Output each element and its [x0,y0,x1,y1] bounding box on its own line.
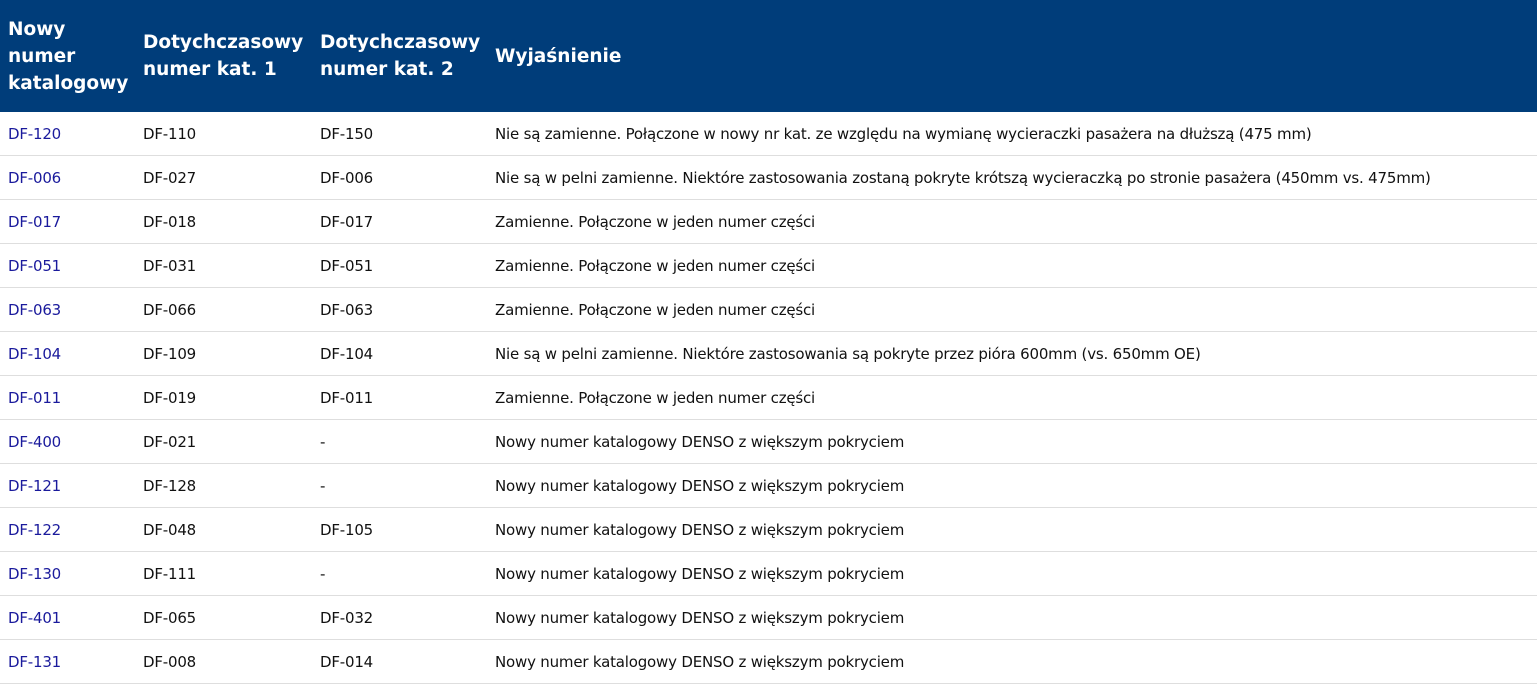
catalog-number-link[interactable]: DF-011 [8,388,62,407]
new-number-cell: DF-130 [0,551,135,596]
old-number-1-cell: DF-008 [135,639,312,684]
explanation-cell: Nowy numer katalogowy DENSO z większym p… [487,419,1537,464]
table-row: DF-120 DF-110 DF-150 Nie są zamienne. Połąc… [0,112,1537,156]
old-number-1-cell: DF-019 [135,375,312,420]
new-number-cell: DF-401 [0,595,135,640]
table-row: DF-006 DF-027 DF-006 Nie są w pelni zamienn… [0,155,1537,200]
catalog-number-link[interactable]: DF-401 [8,608,62,627]
new-number-cell: DF-121 [0,463,135,508]
old-number-2-cell: DF-014 [312,639,487,684]
old-number-1-cell: DF-066 [135,287,312,332]
old-number-1-cell: DF-031 [135,243,312,288]
old-number-1-cell: DF-111 [135,551,312,596]
table-row: DF-011 DF-019 DF-011 Zamienne. Połączone w … [0,375,1537,420]
catalog-number-link[interactable]: DF-063 [8,300,62,319]
new-number-cell: DF-120 [0,112,135,156]
old-number-1-cell: DF-109 [135,331,312,376]
old-number-2-cell: - [312,463,487,508]
table-row: DF-401 DF-065 DF-032 Nowy numer katalogowy … [0,595,1537,640]
catalog-number-link[interactable]: DF-400 [8,432,62,451]
explanation-cell: Nowy numer katalogowy DENSO z większym p… [487,551,1537,596]
table-row: DF-017 DF-018 DF-017 Zamienne. Połączone w … [0,199,1537,244]
old-number-2-cell: DF-105 [312,507,487,552]
old-number-1-cell: DF-065 [135,595,312,640]
old-number-2-cell: DF-017 [312,199,487,244]
new-number-cell: DF-063 [0,287,135,332]
catalog-number-link[interactable]: DF-120 [8,124,62,143]
catalog-number-link[interactable]: DF-051 [8,256,62,275]
old-number-2-cell: - [312,419,487,464]
new-number-cell: DF-122 [0,507,135,552]
catalog-number-link[interactable]: DF-017 [8,212,62,231]
new-number-cell: DF-400 [0,419,135,464]
header-new-number: Nowy numer katalogowy [8,18,129,94]
old-number-2-cell: - [312,551,487,596]
old-number-2-cell: DF-051 [312,243,487,288]
explanation-cell: Nowy numer katalogowy DENSO z większym p… [487,595,1537,640]
catalog-number-link[interactable]: DF-130 [8,564,62,583]
old-number-1-cell: DF-018 [135,199,312,244]
table-row: DF-121 DF-128- Nowy numer katalogowy DENSO… [0,463,1537,508]
old-number-2-cell: DF-011 [312,375,487,420]
new-number-cell: DF-104 [0,331,135,376]
explanation-cell: Zamienne. Połączone w jeden numer części [487,375,1537,420]
new-number-cell: DF-131 [0,639,135,684]
old-number-1-cell: DF-048 [135,507,312,552]
new-number-cell: DF-006 [0,155,135,200]
header-old-number-1: Dotychczasowy numer kat. 1 [143,32,304,80]
explanation-cell: Nie są w pelni zamienne. Niektóre zastos… [487,155,1537,200]
new-number-cell: DF-051 [0,243,135,288]
old-number-1-cell: DF-128 [135,463,312,508]
table-row: DF-104 DF-109 DF-104 Nie są w pelni zamienn… [0,331,1537,376]
old-number-2-cell: DF-032 [312,595,487,640]
catalog-number-link[interactable]: DF-104 [8,344,62,363]
old-number-1-cell: DF-110 [135,112,312,156]
explanation-cell: Nie są zamienne. Połączone w nowy nr kat… [487,112,1537,156]
old-number-1-cell: DF-027 [135,155,312,200]
catalog-number-link[interactable]: DF-121 [8,476,62,495]
table-row: DF-122 DF-048 DF-105 Nowy numer katalogowy … [0,507,1537,552]
old-number-2-cell: DF-063 [312,287,487,332]
table-row: DF-063 DF-066 DF-063 Zamienne. Połączone w … [0,287,1537,332]
table-row: DF-400 DF-021- Nowy numer katalogowy DENSO… [0,419,1537,464]
old-number-2-cell: DF-150 [312,112,487,156]
old-number-2-cell: DF-006 [312,155,487,200]
explanation-cell: Zamienne. Połączone w jeden numer części [487,287,1537,332]
header-row: Nowy numer katalogowy Dotychczasowy nume… [0,0,1537,112]
explanation-cell: Zamienne. Połączone w jeden numer części [487,199,1537,244]
explanation-cell: Nowy numer katalogowy DENSO z większym p… [487,463,1537,508]
explanation-cell: Nie są w pelni zamienne. Niektóre zastos… [487,331,1537,376]
table-row: DF-130 DF-111- Nowy numer katalogowy DENSO… [0,551,1537,596]
explanation-cell: Nowy numer katalogowy DENSO z większym p… [487,639,1537,684]
catalog-number-link[interactable]: DF-131 [8,652,62,671]
catalog-number-link[interactable]: DF-006 [8,168,62,187]
header-explanation: Wyjaśnienie [495,45,622,67]
catalog-number-link[interactable]: DF-122 [8,520,62,539]
new-number-cell: DF-011 [0,375,135,420]
old-number-2-cell: DF-104 [312,331,487,376]
new-number-cell: DF-017 [0,199,135,244]
explanation-cell: Nowy numer katalogowy DENSO z większym p… [487,507,1537,552]
table-row: DF-051 DF-031 DF-051 Zamienne. Połączone w … [0,243,1537,288]
old-number-1-cell: DF-021 [135,419,312,464]
header-old-number-2: Dotychczasowy numer kat. 2 [320,32,481,80]
explanation-cell: Zamienne. Połączone w jeden numer części [487,243,1537,288]
table-row: DF-131 DF-008 DF-014 Nowy numer katalogowy … [0,639,1537,684]
